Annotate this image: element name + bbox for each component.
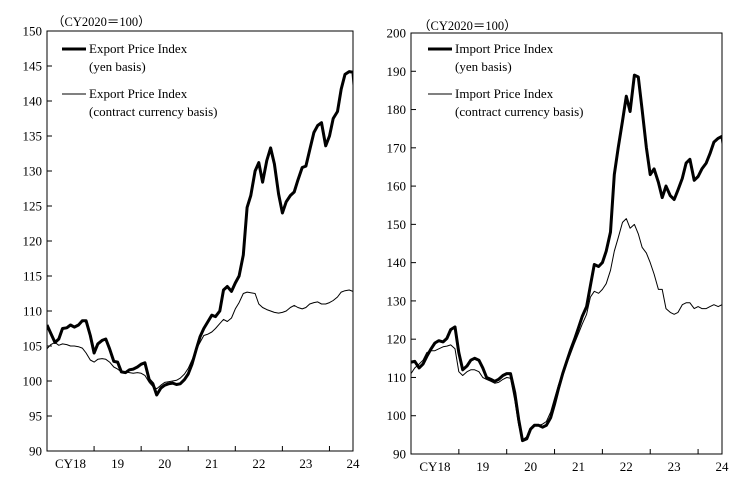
- x-tick-label: 22: [252, 456, 265, 471]
- x-tick-label: CY18: [55, 456, 86, 471]
- series-line-contract-currency-basis: [47, 289, 353, 390]
- x-tick-label: 21: [572, 459, 585, 474]
- y-tick-label: 110: [23, 304, 42, 319]
- y-tick-label: 90: [29, 444, 42, 459]
- legend-label: (contract currency basis): [89, 104, 218, 119]
- y-tick-label: 110: [387, 370, 406, 385]
- y-tick-label: 135: [23, 129, 43, 144]
- y-tick-label: 130: [23, 164, 43, 179]
- y-tick-label: 120: [387, 332, 407, 347]
- y-tick-label: 130: [387, 293, 407, 308]
- y-tick-label: 200: [387, 26, 407, 41]
- legend-label: Import Price Index: [455, 41, 554, 56]
- x-tick-label: 21: [205, 456, 218, 471]
- y-tick-label: 145: [23, 59, 43, 74]
- x-tick-label: 20: [158, 456, 171, 471]
- x-tick-label: 24: [716, 459, 730, 474]
- unit-note: （CY2020＝100）: [52, 15, 151, 29]
- x-tick-label: 19: [476, 459, 489, 474]
- plot-frame: [410, 32, 723, 455]
- export-price-chart: （CY2020＝100） 90 95 100 105 110 115 120 125 130 13…: [23, 15, 361, 471]
- legend-label: Export Price Index: [89, 86, 188, 101]
- y-tick-label: 140: [23, 94, 43, 109]
- legend-label: Import Price Index: [455, 86, 554, 101]
- y-tick-label: 125: [23, 199, 43, 214]
- x-tick-label: 23: [299, 456, 312, 471]
- legend-label: Export Price Index: [89, 41, 188, 56]
- x-tick-label: CY18: [419, 459, 450, 474]
- y-tick-label: 120: [23, 234, 43, 249]
- y-tick-label: 150: [387, 217, 407, 232]
- y-tick-label: 95: [29, 409, 42, 424]
- y-tick-label: 180: [387, 102, 407, 117]
- x-tick-label: 22: [620, 459, 633, 474]
- x-tick-label: 24: [347, 456, 361, 471]
- x-tick-label: 19: [111, 456, 124, 471]
- y-tick-label: 105: [23, 339, 43, 354]
- y-tick-label: 170: [387, 140, 407, 155]
- unit-note: （CY2020＝100）: [418, 19, 517, 33]
- y-tick-label: 100: [23, 374, 43, 389]
- y-tick-label: 90: [393, 447, 406, 462]
- x-tick-label: 23: [668, 459, 681, 474]
- y-tick-label: 160: [387, 179, 407, 194]
- y-tick-label: 115: [23, 269, 42, 284]
- legend-label: (contract currency basis): [455, 104, 584, 119]
- legend-label: (yen basis): [89, 59, 146, 74]
- y-tick-label: 100: [387, 408, 407, 423]
- series-line-contract-currency-basis: [411, 218, 722, 441]
- y-tick-label: 150: [23, 24, 43, 39]
- legend-label: (yen basis): [455, 59, 512, 74]
- series-line-yen-basis: [411, 73, 722, 443]
- import-price-chart: （CY2020＝100） 90 100 110 120 130 140 150 160 170 1…: [387, 19, 730, 474]
- x-tick-label: 20: [524, 459, 537, 474]
- y-tick-label: 190: [387, 64, 407, 79]
- y-tick-label: 140: [387, 255, 407, 270]
- series-line-yen-basis: [47, 70, 353, 397]
